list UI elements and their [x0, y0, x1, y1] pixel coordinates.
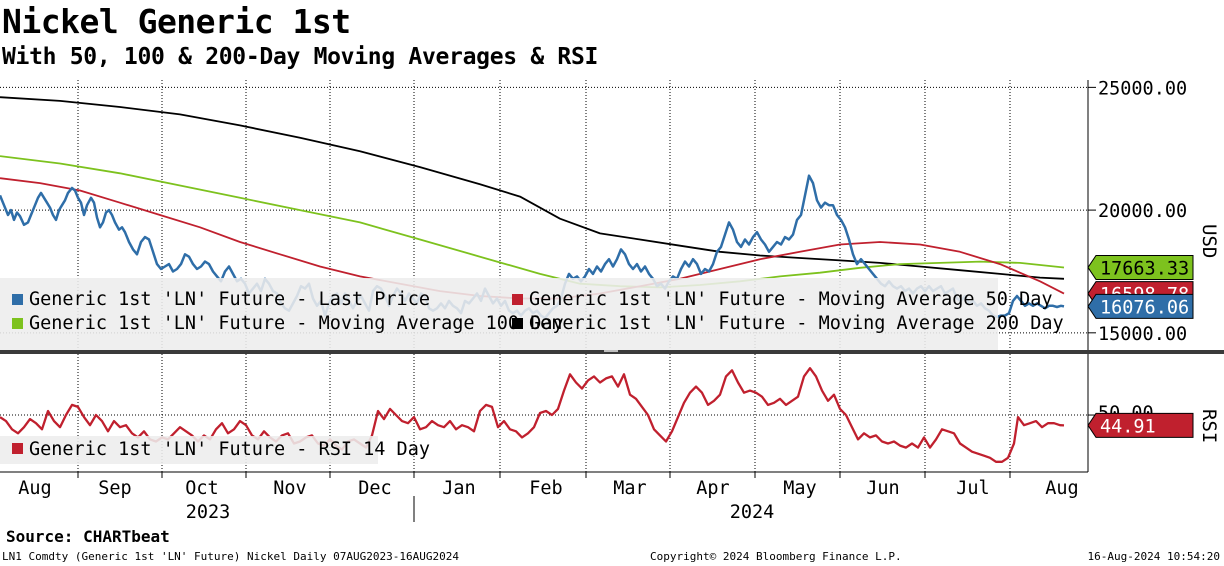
- rsi-axis-title: RSI: [1198, 409, 1220, 443]
- chart-title: Nickel Generic 1st: [2, 2, 351, 41]
- x-month-label: May: [783, 478, 816, 499]
- price-legend-box: [0, 278, 998, 350]
- rsi-y-axis: 50.00RSI44.91: [1087, 354, 1220, 472]
- price-tick-label: 15000.00: [1098, 324, 1187, 345]
- footer-timestamp: 16-Aug-2024 10:54:20: [1087, 550, 1220, 563]
- x-axis: Aug Sep Oct Nov Dec Jan Feb Mar Apr May Jun Jul Aug 2…: [0, 471, 1088, 523]
- series-line-rsi: [0, 367, 1065, 463]
- rsi-legend: Generic 1st 'LN' Future - RSI 14 Day: [0, 436, 430, 464]
- rsi-grid: [0, 354, 1088, 472]
- last-value-tag-bg: [1087, 293, 1194, 319]
- x-month-label: Jun: [866, 478, 899, 499]
- legend-swatch-rsi: [12, 443, 23, 454]
- last-value-tag-label: 16076.06: [1100, 297, 1189, 318]
- last-value-tag-last-price: 16076.06: [1087, 293, 1194, 319]
- x-month-label: Jul: [956, 478, 989, 499]
- legend-swatch-last-price: [12, 294, 23, 305]
- legend-label-ma200: Generic 1st 'LN' Future - Moving Average…: [529, 313, 1064, 334]
- legend-swatch-ma100: [12, 318, 23, 329]
- price-tick-label: 20000.00: [1098, 201, 1187, 222]
- legend-label-ma50: Generic 1st 'LN' Future - Moving Average…: [529, 289, 1052, 310]
- x-month-label: Mar: [613, 478, 646, 499]
- x-month-label: Jan: [442, 478, 475, 499]
- rsi-legend-box: [0, 436, 378, 464]
- price-tick-label: 25000.00: [1098, 78, 1187, 99]
- last-value-tag-label: 44.91: [1100, 416, 1156, 437]
- footer-description: LN1 Comdty (Generic 1st 'LN' Future) Nic…: [2, 550, 459, 563]
- x-month-label: Nov: [273, 478, 306, 499]
- x-month-label: Aug: [1045, 478, 1078, 499]
- last-value-tag-ma100: 17663.33: [1087, 254, 1194, 280]
- last-value-tag-bg: [1087, 412, 1194, 438]
- x-month-label: Dec: [358, 478, 391, 499]
- series-line-ma200: [0, 96, 1065, 280]
- legend-label-ma100: Generic 1st 'LN' Future - Moving Average…: [29, 313, 564, 334]
- footer-copyright: Copyright© 2024 Bloomberg Finance L.P.: [650, 550, 902, 563]
- price-axis-title: USD: [1198, 224, 1220, 258]
- x-month-label: Oct: [185, 478, 218, 499]
- last-value-tag-bg: [1087, 254, 1194, 280]
- price-y-axis: 25000.0020000.0015000.00USD17663.3316598…: [1087, 78, 1220, 350]
- x-year-label: 2024: [730, 502, 775, 523]
- price-legend: Generic 1st 'LN' Future - Last Price Gene…: [0, 278, 1064, 350]
- x-month-label: Sep: [98, 478, 131, 499]
- legend-label-rsi: Generic 1st 'LN' Future - RSI 14 Day: [29, 439, 430, 460]
- source-label: Source: CHARTbeat: [6, 527, 170, 546]
- x-month-label: Feb: [529, 478, 562, 499]
- last-value-tag-rsi: 44.91: [1087, 412, 1194, 438]
- panel-divider-handle[interactable]: [604, 350, 618, 352]
- legend-label-last-price: Generic 1st 'LN' Future - Last Price: [29, 289, 430, 310]
- legend-swatch-ma200: [512, 318, 523, 329]
- x-month-label: Apr: [696, 478, 729, 499]
- chart-subtitle: With 50, 100 & 200-Day Moving Averages &…: [2, 44, 599, 70]
- legend-swatch-ma50: [512, 294, 523, 305]
- last-value-tag-label: 17663.33: [1100, 258, 1189, 279]
- x-month-label: Aug: [18, 478, 51, 499]
- rsi-series: [0, 367, 1065, 463]
- x-year-label: 2023: [186, 502, 231, 523]
